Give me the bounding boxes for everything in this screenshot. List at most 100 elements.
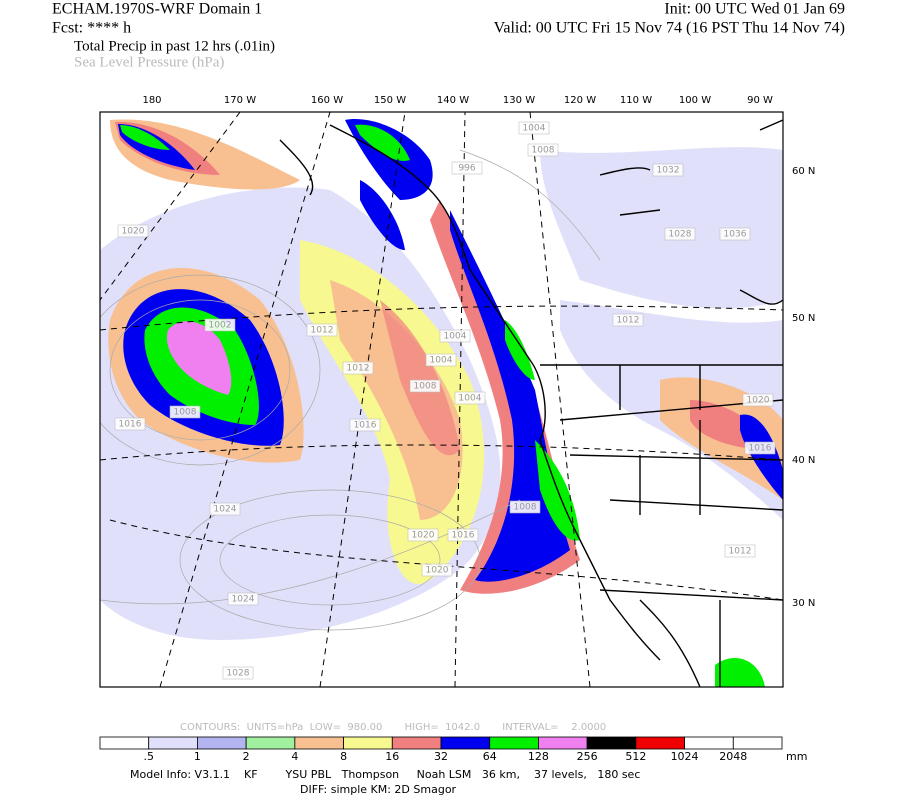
init-time: Init: 00 UTC Wed 01 Jan 69 xyxy=(664,1,845,18)
isobar-label-box xyxy=(451,161,483,175)
isobar-label: 1016 xyxy=(452,531,475,541)
colorbar: .5 1 2 4 8 16 32 64 128 256 512 1024 2048 mm xyxy=(99,736,807,763)
isobar-label-box xyxy=(114,417,146,431)
colorbar-label: 4 xyxy=(291,750,298,763)
isobar-label: 1008 xyxy=(414,382,437,392)
isobar-label-box xyxy=(719,227,751,241)
isobar-label: 1012 xyxy=(311,326,334,336)
longitude-label: 110 W xyxy=(620,95,652,106)
isobar-label: 1024 xyxy=(214,505,237,515)
colorbar-label: .5 xyxy=(143,750,154,763)
graticule-line xyxy=(159,112,331,687)
graticule-line xyxy=(100,444,783,461)
isobar-label-box xyxy=(209,502,241,516)
diff-info: DIFF: simple KM: 2D Smagor xyxy=(300,783,457,796)
colorbar-label: 256 xyxy=(577,750,598,763)
colorbar-label: 512 xyxy=(625,750,646,763)
longitude-label: 130 W xyxy=(503,95,535,106)
colorbar-swatch xyxy=(538,736,588,750)
coastline xyxy=(639,599,701,687)
colorbar-swatch xyxy=(294,736,344,750)
border xyxy=(540,364,783,687)
isobar-label: 1032 xyxy=(657,166,680,176)
colorbar-swatch xyxy=(440,736,491,750)
isobar-label: 1036 xyxy=(724,230,747,240)
isobar-label-box xyxy=(409,379,441,393)
field-title: Sea Level Pressure (hPa) xyxy=(74,54,224,70)
colorbar-swatch xyxy=(586,736,637,750)
isobar-label: 1016 xyxy=(749,444,772,454)
longitude-label: 160 W xyxy=(311,95,343,106)
latitude-labels: 60 N 50 N 40 N 30 N xyxy=(792,166,815,609)
colorbar-label: 64 xyxy=(483,750,497,763)
precip-area xyxy=(355,124,410,161)
isobar-label: 996 xyxy=(458,164,475,174)
colorbar-label: 1 xyxy=(194,750,201,763)
isobar-label: 1002 xyxy=(209,321,232,331)
longitude-label: 140 W xyxy=(437,95,469,106)
isobar xyxy=(100,499,521,605)
latitude-label: 60 N xyxy=(792,166,815,177)
precip-area xyxy=(330,280,463,520)
colorbar-swatch xyxy=(148,736,198,750)
colorbar-swatch xyxy=(343,736,393,750)
isobar-label: 1020 xyxy=(122,227,145,237)
graticule-line xyxy=(100,305,783,331)
isobar-label-box xyxy=(204,318,236,332)
isobar-label-box xyxy=(447,528,479,542)
isobar-label-box xyxy=(518,121,550,135)
isobar-label: 1028 xyxy=(669,230,692,240)
colorbar-label: 16 xyxy=(385,750,399,763)
isobar-label-box xyxy=(612,313,644,327)
isobar-label: 1028 xyxy=(227,669,250,679)
colorbar-swatch xyxy=(684,736,734,750)
isobar xyxy=(219,514,441,606)
isobar-label-box xyxy=(439,329,471,343)
isobar-labels: 1004 1008 996 1032 1020 1028 1036 1012 1012 1002 1… xyxy=(114,121,776,680)
longitude-labels: 180 170 W 160 W 150 W 140 W 130 W 120 W 110 W 10… xyxy=(142,95,773,106)
longitude-label: 170 W xyxy=(224,95,256,106)
colorbar-label: 1024 xyxy=(671,750,699,763)
coastline xyxy=(279,124,661,661)
isobar-label: 1020 xyxy=(426,566,449,576)
isobar-label: 1020 xyxy=(747,396,770,406)
isobar-label: 1008 xyxy=(174,408,197,418)
valid-time: Valid: 00 UTC Fri 15 Nov 74 (16 PST Thu … xyxy=(494,20,845,37)
isobar-label-box xyxy=(349,418,381,432)
latitude-label: 50 N xyxy=(792,313,815,324)
isobar-label: 1008 xyxy=(532,146,555,156)
longitude-label: 180 xyxy=(142,95,161,106)
isobar xyxy=(100,274,321,466)
coastlines xyxy=(279,119,783,687)
contour-info: CONTOURS: UNITS=hPa LOW= 980.00 HIGH= 10… xyxy=(180,722,606,733)
isobar-label-box xyxy=(742,393,774,407)
model-title: ECHAM.1970S-WRF Domain 1 xyxy=(52,1,262,18)
colorbar-unit: mm xyxy=(786,750,807,763)
longitude-label: 100 W xyxy=(679,95,711,106)
isobar-label: 1012 xyxy=(347,364,370,374)
isobar-label-box xyxy=(407,528,439,542)
colorbar-label: 2 xyxy=(243,750,250,763)
field-title: Total Precip in past 12 hrs (.01in) xyxy=(74,38,275,54)
precip-area xyxy=(740,414,783,500)
isobar-label: 1016 xyxy=(119,420,142,430)
isobar-label-box xyxy=(454,391,486,405)
latitude-label: 30 N xyxy=(792,598,815,609)
isobar-label-box xyxy=(664,227,696,241)
coastline xyxy=(599,119,783,305)
isobar-label-box xyxy=(724,544,756,558)
isobars xyxy=(100,149,601,631)
colorbar-swatch xyxy=(489,736,539,750)
isobar-label: 1016 xyxy=(354,421,377,431)
isobar xyxy=(459,149,601,261)
isobar-label-box xyxy=(744,441,776,455)
graticule-line xyxy=(109,519,783,601)
isobar-label-box xyxy=(117,224,149,238)
longitude-label: 150 W xyxy=(374,95,406,106)
isobar-label-box xyxy=(425,353,457,367)
longitude-label: 120 W xyxy=(564,95,596,106)
forecast-hour: Fcst: **** h xyxy=(52,20,131,37)
precip-area xyxy=(715,658,765,687)
precip-area xyxy=(380,300,460,456)
